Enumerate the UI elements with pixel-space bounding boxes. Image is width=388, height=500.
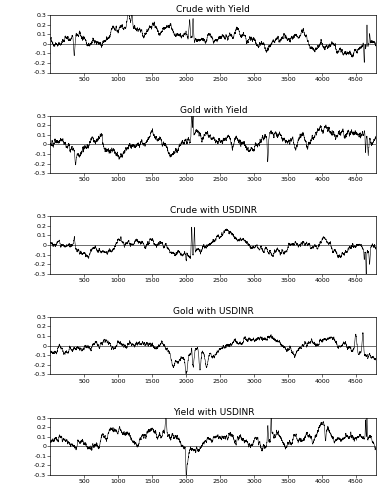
Title: Yield with USDINR: Yield with USDINR	[173, 408, 254, 416]
Title: Crude with USDINR: Crude with USDINR	[170, 206, 257, 216]
Title: Crude with Yield: Crude with Yield	[177, 5, 250, 14]
Title: Gold with USDINR: Gold with USDINR	[173, 307, 254, 316]
Title: Gold with Yield: Gold with Yield	[180, 106, 247, 115]
